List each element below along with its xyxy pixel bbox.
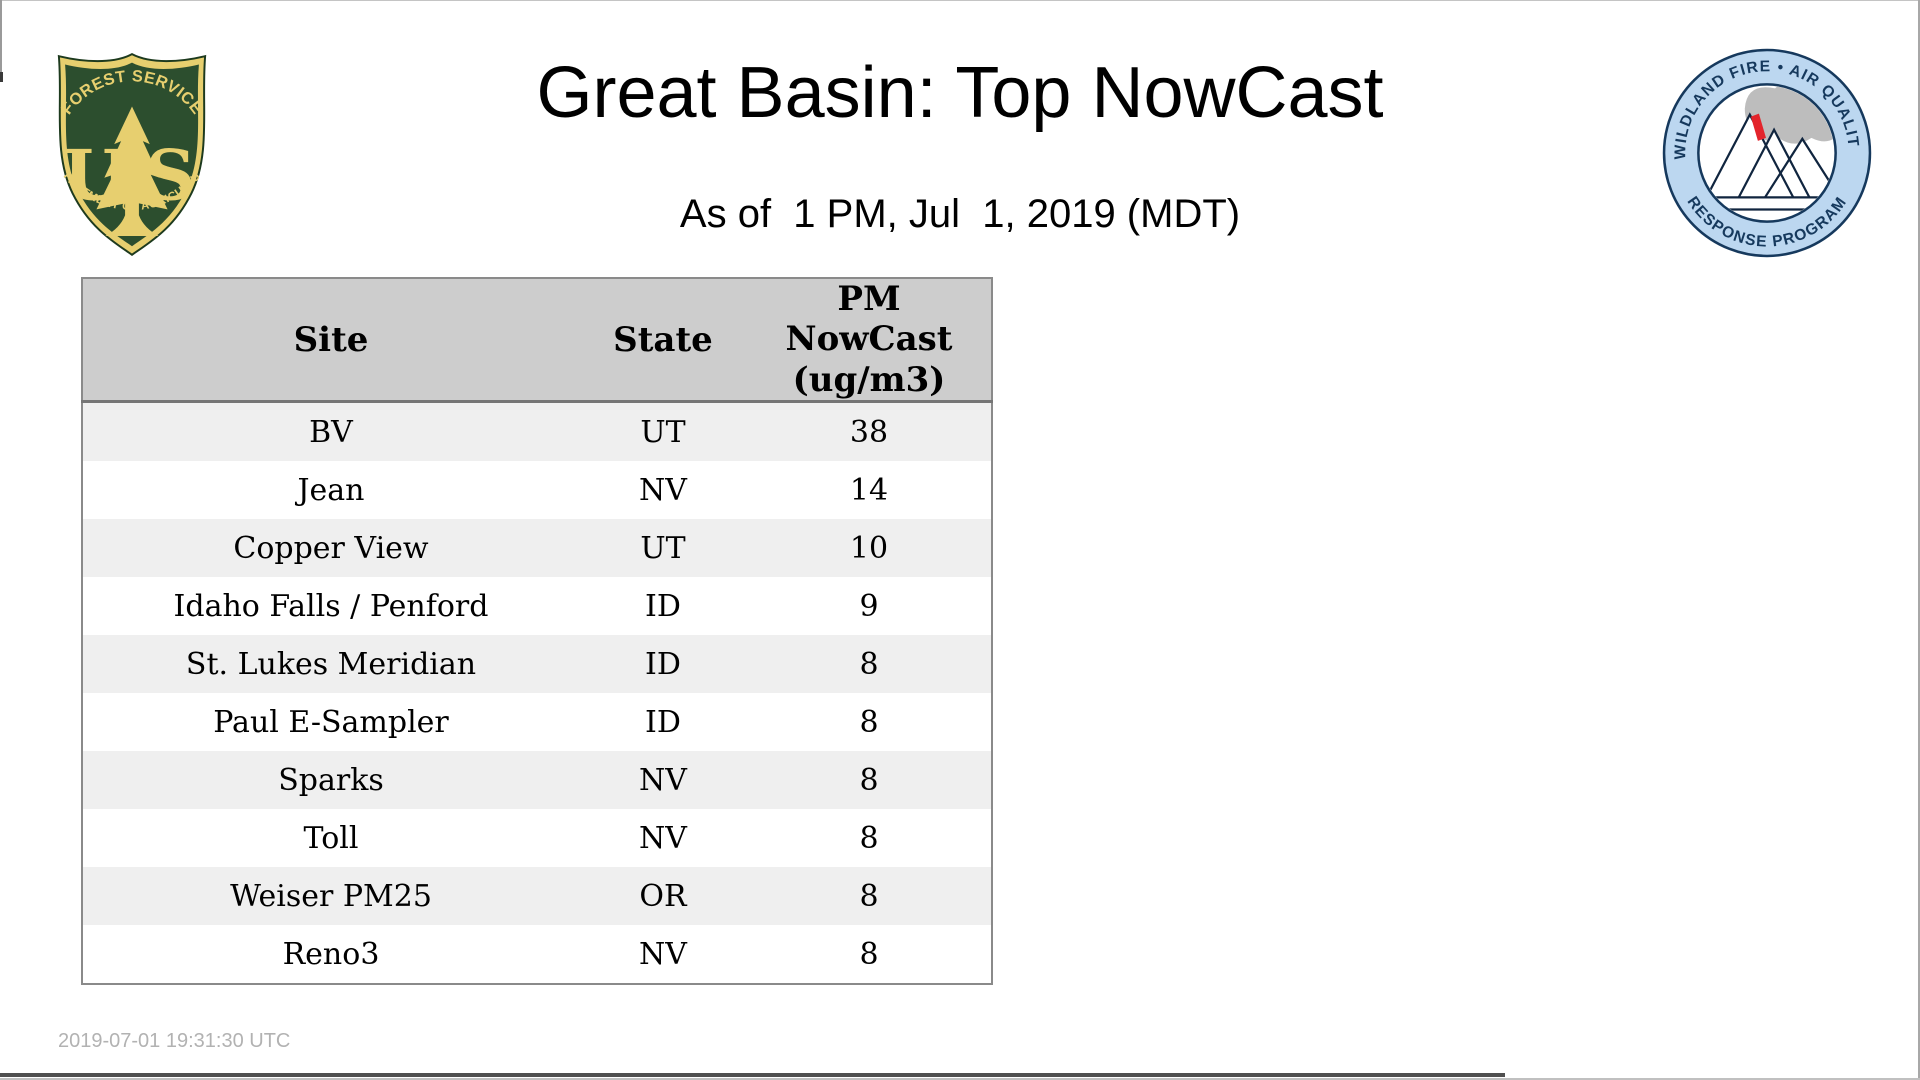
state-cell: ID (579, 577, 747, 635)
air-quality-program-logo: WILDLAND FIRE • AIR QUALITY RESPONSE PRO… (1660, 46, 1872, 258)
state-cell: ID (579, 693, 747, 751)
value-cell: 8 (747, 751, 992, 809)
column-header-pm-nowcast: PM NowCast (ug/m3) (747, 278, 992, 403)
value-cell: 9 (747, 577, 992, 635)
table-row: BV UT 38 (82, 401, 992, 461)
site-cell: Copper View (82, 519, 579, 577)
table-row: Idaho Falls / Penford ID 9 (82, 577, 992, 635)
state-cell: UT (579, 401, 747, 461)
page-title: Great Basin: Top NowCast (536, 53, 1384, 133)
value-cell: 38 (747, 401, 992, 461)
site-cell: Weiser PM25 (82, 867, 579, 925)
state-cell: ID (579, 635, 747, 693)
table-row: Copper View UT 10 (82, 519, 992, 577)
state-cell: NV (579, 461, 747, 519)
frame-right-line (1918, 0, 1920, 1080)
site-cell: Idaho Falls / Penford (82, 577, 579, 635)
frame-bottom-line (0, 1078, 1920, 1080)
column-header-site: Site (82, 278, 579, 403)
bottom-rule (0, 1073, 1505, 1077)
footer-timestamp: 2019-07-01 19:31:30 UTC (58, 1030, 291, 1052)
site-cell: Jean (82, 461, 579, 519)
pine-tree-icon (96, 106, 168, 237)
value-cell: 8 (747, 693, 992, 751)
value-cell: 8 (747, 867, 992, 925)
site-cell: Reno3 (82, 925, 579, 984)
table-row: Toll NV 8 (82, 809, 992, 867)
state-cell: NV (579, 925, 747, 984)
site-cell: BV (82, 401, 579, 461)
value-cell: 8 (747, 809, 992, 867)
value-cell: 14 (747, 461, 992, 519)
site-cell: Toll (82, 809, 579, 867)
site-cell: Sparks (82, 751, 579, 809)
left-rule (0, 0, 2, 72)
flame-icon (1750, 113, 1766, 141)
page-subtitle: As of 1 PM, Jul 1, 2019 (MDT) (679, 192, 1241, 236)
table-row: Sparks NV 8 (82, 751, 992, 809)
table-row: Weiser PM25 OR 8 (82, 867, 992, 925)
table-row: Paul E-Sampler ID 8 (82, 693, 992, 751)
table-row: St. Lukes Meridian ID 8 (82, 635, 992, 693)
site-cell: St. Lukes Meridian (82, 635, 579, 693)
state-cell: NV (579, 751, 747, 809)
state-cell: OR (579, 867, 747, 925)
forest-service-logo: FOREST SERVICE U S DEPARTMENT OF AGRICUL… (48, 46, 207, 256)
column-header-state: State (579, 278, 747, 403)
left-rule-end (0, 72, 3, 82)
state-cell: UT (579, 519, 747, 577)
mountains-icon (1699, 112, 1835, 211)
table-header-row: Site State PM NowCast (ug/m3) (82, 278, 992, 403)
value-cell: 8 (747, 635, 992, 693)
table-row: Reno3 NV 8 (82, 925, 992, 984)
state-cell: NV (579, 809, 747, 867)
value-cell: 10 (747, 519, 992, 577)
nowcast-table: Site State PM NowCast (ug/m3) BV UT 38 J… (81, 277, 993, 985)
frame-top-line (0, 0, 1920, 1)
value-cell: 8 (747, 925, 992, 984)
table-row: Jean NV 14 (82, 461, 992, 519)
site-cell: Paul E-Sampler (82, 693, 579, 751)
